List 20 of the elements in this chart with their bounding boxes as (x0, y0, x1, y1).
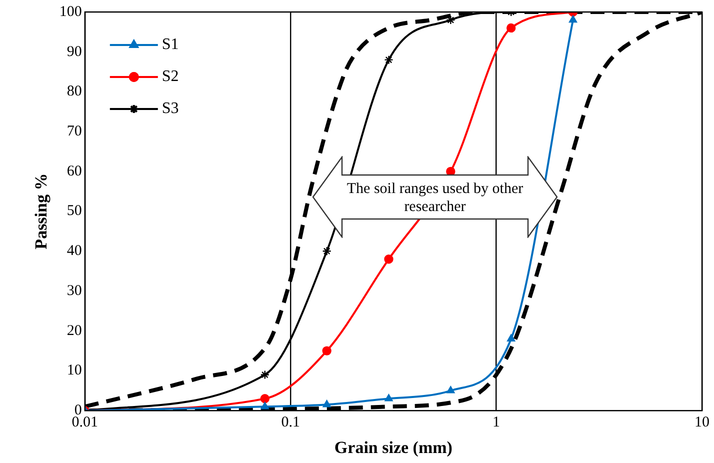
y-tick-label: 40 (66, 243, 82, 260)
y-tick-label: 50 (66, 203, 82, 220)
y-tick-label: 100 (59, 4, 82, 20)
x-tick-label: 10 (694, 414, 710, 431)
y-axis-title: Passing % (32, 173, 51, 250)
y-tick-label: 30 (66, 282, 82, 299)
legend-label: S1 (162, 36, 179, 54)
x-tick-label: 0.1 (281, 414, 300, 431)
x-tick-label: 1 (492, 414, 500, 431)
x-axis-title: Grain size (mm) (334, 438, 452, 458)
legend-label: S2 (162, 68, 179, 86)
y-tick-label: 90 (66, 44, 82, 60)
y-tick-label: 20 (66, 322, 82, 339)
legend-label: S3 (162, 100, 179, 118)
annotation: The soil ranges used by other researcher (346, 180, 524, 216)
y-tick-label: 60 (66, 163, 82, 180)
y-tick-label: 10 (66, 362, 82, 379)
y-tick-label: 70 (66, 124, 82, 140)
y-tick-label: 80 (66, 84, 82, 100)
x-tick-label: 0.01 (72, 414, 98, 431)
